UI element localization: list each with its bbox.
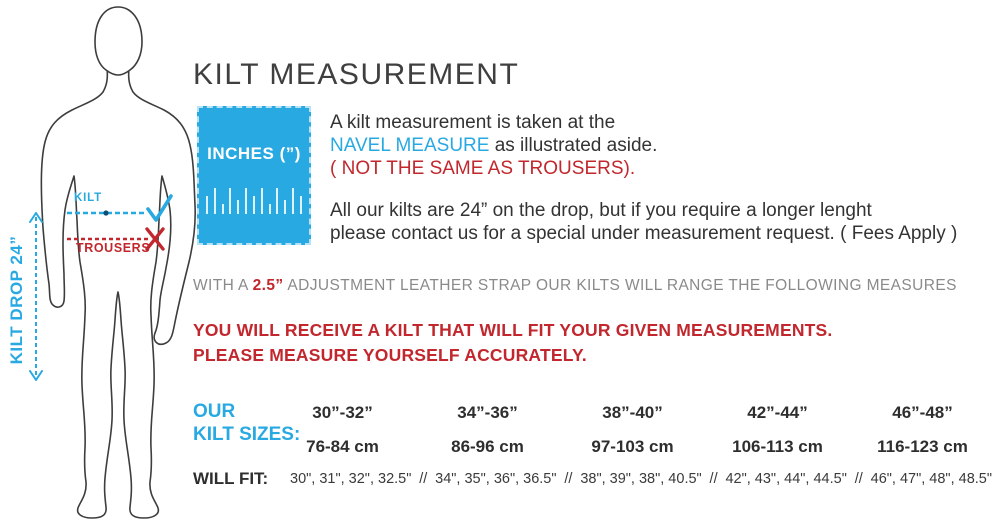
- intro-line-2: NAVEL MEASURE as illustrated aside.: [330, 134, 657, 157]
- navel-dot: [103, 210, 109, 216]
- size-inches: 34”-36”: [457, 403, 518, 422]
- will-fit-values: 30", 31", 32", 32.5" // 34", 35", 36", 3…: [290, 471, 992, 487]
- will-fit-separator: //: [564, 471, 573, 487]
- will-fit-group: 42", 43", 44", 44.5": [725, 471, 847, 487]
- size-inches: 30”-32”: [312, 403, 373, 422]
- strap-size-highlight: 2.5”: [252, 277, 284, 294]
- size-cm: 86-96 cm: [451, 437, 524, 456]
- kilt-sizes-label: OUR KILT SIZES:: [193, 400, 300, 446]
- will-fit-group: 34", 35", 36", 36.5": [435, 471, 557, 487]
- will-fit-separator: //: [419, 471, 428, 487]
- strap-note: WITH A 2.5” ADJUSTMENT LEATHER STRAP OUR…: [193, 277, 957, 295]
- size-columns: 30”-32” 76-84 cm 34”-36” 86-96 cm 38”-40…: [270, 403, 995, 457]
- intro-line-3: ( NOT THE SAME AS TROUSERS).: [330, 158, 636, 179]
- drop-note: All our kilts are 24” on the drop, but i…: [330, 199, 957, 245]
- size-column: 34”-36” 86-96 cm: [415, 403, 560, 457]
- size-column: 46”-48” 116-123 cm: [850, 403, 995, 457]
- kilt-sizes-label-line-2: KILT SIZES:: [193, 424, 301, 445]
- strap-note-suffix: ADJUSTMENT LEATHER STRAP OUR KILTS WILL …: [283, 277, 957, 294]
- inches-swatch: INCHES (”): [197, 106, 311, 245]
- size-column: 42”-44” 106-113 cm: [705, 403, 850, 457]
- head-outline: [94, 6, 143, 76]
- intro-line-1: A kilt measurement is taken at the: [330, 112, 616, 133]
- strap-note-prefix: WITH A: [193, 277, 253, 294]
- x-icon: [145, 227, 165, 251]
- will-fit-group: 38", 39", 38", 40.5": [580, 471, 702, 487]
- drop-note-line-2: please contact us for a special under me…: [330, 223, 958, 244]
- fit-warning-line-1: YOU WILL RECEIVE A KILT THAT WILL FIT YO…: [193, 320, 833, 340]
- check-icon: [146, 194, 173, 222]
- intro-line-2-rest: as illustrated aside.: [489, 135, 658, 156]
- navel-measure-highlight: NAVEL MEASURE: [330, 135, 490, 156]
- body-silhouette: [40, 67, 196, 519]
- body-outline-figure: [29, 6, 196, 519]
- kilt-drop-label: KILT DROP 24”: [7, 235, 26, 365]
- size-column: 30”-32” 76-84 cm: [270, 403, 415, 457]
- size-cm: 76-84 cm: [306, 437, 379, 456]
- will-fit-label: WILL FIT:: [193, 469, 269, 488]
- kilt-drop-arrow: [29, 212, 43, 381]
- size-cm: 97-103 cm: [591, 437, 674, 456]
- will-fit-group: 46", 47", 48", 48.5": [870, 471, 992, 487]
- size-inches: 46”-48”: [892, 403, 953, 422]
- size-inches: 38”-40”: [602, 403, 663, 422]
- size-cm: 106-113 cm: [732, 437, 823, 456]
- trousers-line-label: TROUSERS: [76, 241, 151, 255]
- kilt-line-label: KILT: [74, 192, 102, 204]
- will-fit-separator: //: [854, 471, 863, 487]
- page-title: KILT MEASUREMENT: [193, 58, 520, 92]
- ruler-ticks-icon: [206, 186, 302, 214]
- size-column: 38”-40” 97-103 cm: [560, 403, 705, 457]
- drop-note-line-1: All our kilts are 24” on the drop, but i…: [330, 200, 872, 221]
- fit-warning-line-2: PLEASE MEASURE YOURSELF ACCURATELY.: [193, 345, 587, 365]
- size-cm: 116-123 cm: [877, 437, 968, 456]
- inches-swatch-label: INCHES (”): [207, 144, 301, 163]
- will-fit-separator: //: [709, 471, 718, 487]
- will-fit-group: 30", 31", 32", 32.5": [290, 471, 412, 487]
- intro-paragraph: A kilt measurement is taken at the NAVEL…: [330, 111, 657, 180]
- size-inches: 42”-44”: [747, 403, 808, 422]
- kilt-sizes-label-line-1: OUR: [193, 401, 236, 422]
- fit-warning: YOU WILL RECEIVE A KILT THAT WILL FIT YO…: [193, 318, 833, 368]
